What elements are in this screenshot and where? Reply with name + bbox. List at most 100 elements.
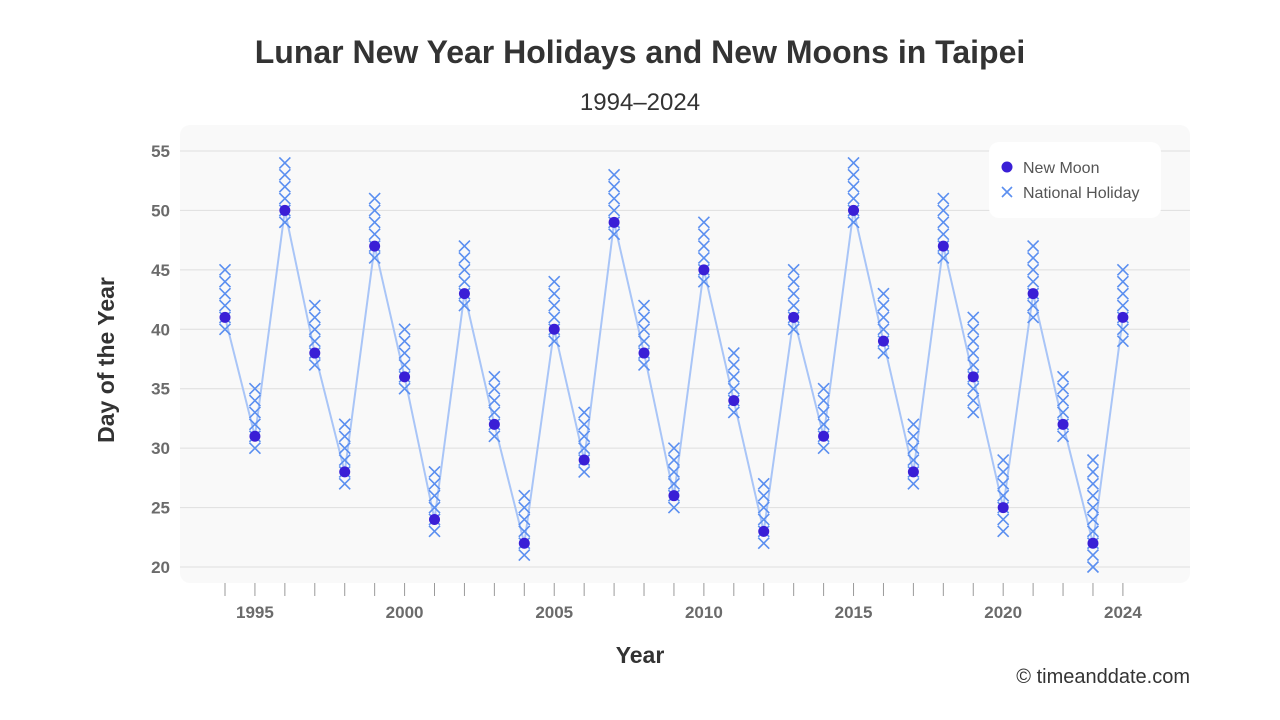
holiday-marker xyxy=(967,311,980,324)
y-tick-label: 45 xyxy=(151,261,170,280)
holiday-marker xyxy=(1116,275,1129,288)
holiday-marker xyxy=(967,406,980,419)
holiday-marker xyxy=(308,323,321,336)
x-axis-title: Year xyxy=(616,642,665,668)
holiday-marker xyxy=(727,346,740,360)
holiday-marker xyxy=(518,489,531,502)
holiday-marker xyxy=(398,358,411,372)
holiday-marker xyxy=(578,430,591,443)
holiday-marker xyxy=(697,240,710,253)
holiday-marker xyxy=(1116,287,1129,300)
holiday-marker xyxy=(338,442,351,455)
holiday-marker xyxy=(278,156,291,169)
new-moon-point xyxy=(429,513,441,525)
holiday-marker xyxy=(1086,513,1100,526)
holiday-marker xyxy=(727,382,740,395)
holiday-marker xyxy=(1086,465,1100,478)
holiday-marker xyxy=(877,311,890,324)
new-moon-point xyxy=(279,204,291,216)
holiday-marker xyxy=(967,358,980,372)
holiday-marker xyxy=(817,382,830,395)
holiday-marker xyxy=(1116,323,1129,336)
new-moon-point xyxy=(399,371,411,383)
holiday-marker xyxy=(458,263,471,276)
holiday-marker xyxy=(967,323,980,336)
holiday-marker xyxy=(937,204,950,217)
new-moon-point xyxy=(788,311,800,323)
holiday-marker xyxy=(428,477,441,490)
holiday-marker xyxy=(847,216,860,229)
new-moon-point xyxy=(848,204,860,216)
chart-title: Lunar New Year Holidays and New Moons in… xyxy=(254,34,1026,70)
holiday-marker xyxy=(218,323,232,336)
holiday-marker xyxy=(817,406,830,419)
new-moon-point xyxy=(1027,288,1039,300)
new-moon-point xyxy=(967,371,979,383)
holiday-marker xyxy=(338,477,351,490)
holiday-marker xyxy=(1027,263,1040,276)
holiday-marker xyxy=(578,465,591,478)
y-tick-label: 35 xyxy=(151,380,170,399)
holiday-marker xyxy=(787,323,800,336)
holiday-marker xyxy=(548,311,561,324)
holiday-marker xyxy=(937,216,950,229)
holiday-marker xyxy=(368,216,381,229)
y-tick-label: 50 xyxy=(151,201,170,220)
holiday-marker xyxy=(1027,311,1040,324)
holiday-marker xyxy=(248,394,261,407)
new-moon-point xyxy=(518,537,530,549)
holiday-marker xyxy=(1116,335,1129,348)
holiday-marker xyxy=(428,489,441,502)
x-tick-label: 2000 xyxy=(386,603,424,622)
holiday-marker xyxy=(907,430,920,443)
new-moon-point xyxy=(458,288,470,300)
holiday-marker xyxy=(1056,394,1070,407)
holiday-marker xyxy=(608,204,621,217)
holiday-marker xyxy=(458,240,471,253)
x-tick-label: 2010 xyxy=(685,603,723,622)
holiday-marker xyxy=(1086,477,1100,490)
holiday-marker xyxy=(877,287,890,300)
holiday-marker xyxy=(637,358,651,372)
legend-holiday-marker xyxy=(1001,186,1013,198)
holiday-marker xyxy=(1027,275,1040,288)
holiday-marker xyxy=(278,216,291,229)
holiday-marker xyxy=(1116,263,1129,276)
holiday-marker xyxy=(877,299,890,312)
new-moon-point xyxy=(548,323,560,335)
holiday-marker xyxy=(697,275,710,288)
holiday-marker xyxy=(458,275,471,288)
holiday-marker xyxy=(608,192,621,205)
holiday-marker xyxy=(518,549,531,562)
holiday-marker xyxy=(278,180,291,193)
holiday-marker xyxy=(637,335,651,348)
holiday-marker xyxy=(787,299,800,312)
holiday-marker xyxy=(548,287,561,300)
y-axis-title: Day of the Year xyxy=(93,277,119,443)
holiday-marker xyxy=(1086,525,1100,538)
holiday-marker xyxy=(338,430,351,443)
holiday-marker xyxy=(967,346,980,360)
holiday-marker xyxy=(1027,251,1040,265)
x-tick-label: 2020 xyxy=(984,603,1022,622)
holiday-marker xyxy=(1056,382,1070,395)
holiday-marker xyxy=(278,168,291,181)
y-tick-label: 20 xyxy=(151,558,170,577)
holiday-marker xyxy=(907,453,920,467)
new-moon-point xyxy=(1087,537,1099,549)
holiday-marker xyxy=(847,156,860,169)
x-tick-label: 1995 xyxy=(236,603,274,622)
new-moon-point xyxy=(1117,311,1129,323)
holiday-marker xyxy=(697,216,710,229)
holiday-marker xyxy=(608,228,621,241)
holiday-marker xyxy=(218,287,232,300)
holiday-marker xyxy=(1056,430,1070,443)
holiday-marker xyxy=(308,311,321,324)
holiday-marker xyxy=(1086,453,1100,467)
holiday-marker xyxy=(398,346,411,360)
holiday-marker xyxy=(697,251,710,265)
holiday-marker xyxy=(578,406,591,419)
new-moon-point xyxy=(578,454,590,466)
chart-subtitle: 1994–2024 xyxy=(579,89,701,116)
